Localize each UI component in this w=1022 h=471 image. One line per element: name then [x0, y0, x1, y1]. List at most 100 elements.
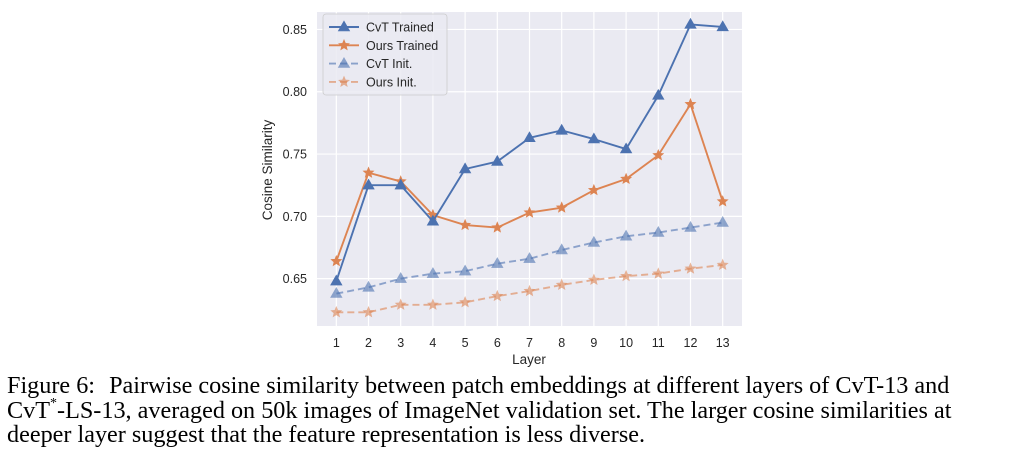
data-point-ours-trained: [330, 254, 343, 267]
y-tick-label: 0.70: [283, 210, 307, 224]
series-cvt-init: [330, 215, 729, 298]
data-point-ours-trained: [620, 172, 633, 185]
legend-label: Ours Init.: [366, 75, 417, 89]
x-tick-label: 11: [652, 336, 665, 350]
y-axis: 0.65 0.70 0.75 0.80 0.85: [283, 23, 307, 286]
data-point-ours-trained: [362, 166, 375, 178]
data-point-ours-init: [555, 278, 568, 290]
data-point-cvt-init: [330, 287, 343, 298]
data-point-cvt-init: [587, 235, 601, 247]
figure-caption: Figure 6: Pairwise cosine similarity bet…: [7, 372, 1019, 449]
data-point-cvt-init: [394, 272, 407, 283]
data-point-ours-init: [459, 296, 472, 308]
legend-item-ours-trained: Ours Trained: [329, 39, 438, 53]
data-point-cvt-trained: [330, 274, 343, 286]
legend-item-ours-init: Ours Init.: [329, 75, 417, 89]
data-point-cvt-init: [491, 257, 504, 268]
data-point-ours-trained: [716, 195, 729, 207]
data-point-ours-trained: [587, 183, 600, 196]
y-axis-label: Cosine Similarity: [260, 119, 275, 220]
x-axis: 1 2 3 4 5 6 7 8 9 10 11 12 13: [333, 336, 730, 350]
caption-superscript: *: [50, 395, 58, 411]
data-point-ours-init: [587, 273, 600, 285]
legend-item-cvt-init: CvT Init.: [329, 56, 412, 71]
y-tick-label: 0.85: [283, 23, 307, 37]
line-chart: 0.650.700.750.800.85 1 2 3 4 5 6 7 8 9 10 11 12 13 C…: [260, 12, 742, 367]
data-point-cvt-init: [716, 215, 729, 227]
y-tick-label: 0.75: [283, 148, 307, 162]
data-point-cvt-init: [458, 264, 472, 276]
data-point-ours-init: [362, 306, 375, 318]
series-cvt-trained: [330, 17, 729, 286]
caption-model-name: CvT: [7, 396, 51, 424]
figure-label: Figure 6:: [7, 372, 96, 399]
data-point-ours-trained: [491, 221, 504, 233]
legend-item-cvt-trained: CvT Trained: [329, 20, 434, 35]
legend-label: CvT Init.: [366, 57, 412, 71]
x-tick-label: 10: [619, 336, 633, 350]
x-tick-label: 3: [397, 336, 404, 350]
data-point-ours-trained: [652, 149, 665, 161]
y-tick-label: 0.80: [283, 85, 307, 99]
data-point-ours-trained: [459, 218, 472, 231]
x-tick-label: 4: [429, 336, 436, 350]
series-ours-init: [330, 258, 729, 318]
data-point-cvt-init: [523, 252, 536, 263]
data-point-cvt-trained: [684, 17, 697, 29]
x-tick-label: 7: [526, 336, 533, 350]
legend: CvT Trained Ours Trained CvT Init. Ours Ini…: [322, 13, 448, 96]
data-point-ours-init: [684, 262, 697, 274]
data-point-cvt-init: [619, 229, 633, 241]
caption-line-1: Figure 6: Pairwise cosine similarity bet…: [7, 372, 1019, 399]
data-point-cvt-trained: [619, 142, 633, 154]
legend-marker-star-icon: [338, 75, 350, 87]
data-point-ours-init: [491, 289, 504, 302]
x-tick-label: 13: [716, 336, 730, 350]
x-tick-label: 6: [494, 336, 501, 350]
x-axis-label: Layer: [512, 352, 546, 367]
data-point-cvt-trained: [555, 123, 568, 135]
x-tick-label: 12: [684, 336, 698, 350]
x-tick-label: 2: [365, 336, 372, 350]
data-point-cvt-init: [684, 220, 697, 232]
data-point-ours-init: [716, 258, 729, 271]
legend-label: Ours Trained: [366, 39, 438, 53]
caption-text-3: deeper layer suggest that the feature re…: [7, 421, 646, 449]
data-point-ours-trained: [555, 201, 568, 213]
data-point-cvt-init: [426, 267, 440, 278]
data-point-ours-init: [426, 298, 439, 310]
data-point-cvt-trained: [652, 88, 665, 100]
data-point-ours-init: [523, 284, 536, 297]
x-tick-label: 5: [462, 336, 469, 350]
legend-box: [322, 13, 448, 96]
caption-text-1: Pairwise cosine similarity between patch…: [109, 372, 950, 399]
legend-marker-triangle-icon: [337, 56, 351, 68]
data-point-cvt-trained: [523, 131, 536, 143]
data-point-ours-init: [652, 267, 665, 279]
data-point-cvt-trained: [458, 162, 472, 174]
caption-text-2: -LS-13, averaged on 50k images of ImageN…: [57, 396, 952, 424]
data-point-cvt-trained: [587, 132, 601, 144]
legend-marker-triangle-icon: [337, 20, 351, 32]
data-point-cvt-trained: [394, 178, 407, 190]
data-point-cvt-trained: [716, 20, 729, 32]
series-group: [330, 17, 729, 318]
caption-line-2: CvT*-LS-13, averaged on 50k images of Im…: [7, 395, 1019, 424]
data-point-cvt-trained: [362, 178, 375, 190]
x-tick-label: 1: [333, 336, 340, 350]
data-point-cvt-init: [362, 280, 375, 292]
data-point-cvt-init: [652, 225, 665, 237]
data-point-cvt-trained: [491, 154, 504, 166]
data-point-ours-init: [394, 298, 407, 310]
y-tick-label: 0.65: [283, 272, 307, 286]
x-tick-label: 8: [558, 336, 565, 350]
legend-marker-star-icon: [338, 39, 350, 51]
data-point-ours-init: [620, 269, 633, 282]
legend-label: CvT Trained: [366, 21, 434, 35]
data-point-ours-trained: [523, 206, 536, 218]
data-point-cvt-init: [555, 243, 568, 255]
data-point-ours-init: [330, 306, 343, 318]
x-tick-label: 9: [590, 336, 597, 350]
data-point-ours-trained: [684, 97, 697, 110]
caption-line-3: deeper layer suggest that the feature re…: [7, 421, 1019, 449]
